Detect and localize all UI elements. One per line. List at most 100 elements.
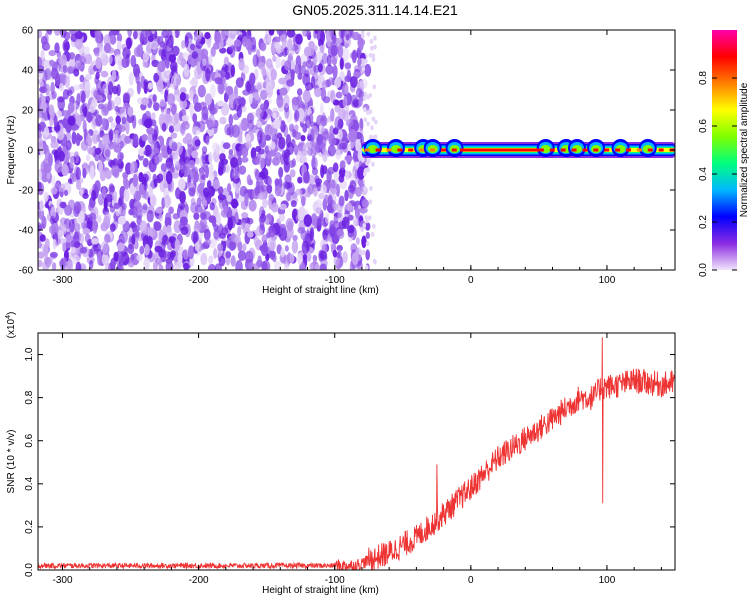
x-tick-label: -100 <box>325 575 345 586</box>
noise-cell <box>114 96 122 106</box>
noise-cell <box>157 173 164 182</box>
noise-cell <box>172 213 180 220</box>
noise-cell <box>93 47 100 57</box>
noise-cell <box>115 137 121 144</box>
noise-cell <box>200 212 207 220</box>
noise-cell <box>260 158 266 167</box>
colorbar-tick-label: 0.8 <box>698 71 709 85</box>
noise-cell <box>135 73 140 85</box>
noise-cell <box>164 251 171 259</box>
noise-cell <box>205 67 211 82</box>
noise-cell <box>49 59 55 66</box>
noise-cell <box>281 150 286 159</box>
noise-cell <box>230 30 238 35</box>
noise-cell <box>235 260 243 270</box>
noise-cell <box>283 94 290 109</box>
noise-cell <box>142 51 150 63</box>
noise-cell <box>341 216 350 229</box>
noise-cell <box>132 173 138 188</box>
noise-cell <box>200 48 209 59</box>
noise-cell <box>188 160 195 169</box>
noise-cell <box>309 262 314 270</box>
noise-cell <box>238 58 245 71</box>
noise-cell <box>346 202 353 212</box>
snr-frame <box>37 332 676 571</box>
noise-cell <box>288 160 295 169</box>
noise-cell <box>148 186 154 199</box>
noise-cell <box>250 147 257 160</box>
noise-cell <box>268 30 275 36</box>
noise-cell <box>113 251 119 262</box>
noise-cell <box>78 210 85 224</box>
y-tick-label: 0.6 <box>24 433 35 447</box>
noise-cell <box>153 102 160 112</box>
noise-cell <box>187 142 193 156</box>
noise-cell <box>119 140 124 149</box>
noise-cell <box>38 180 42 192</box>
x-tick-label: -300 <box>52 575 72 586</box>
noise-cell <box>207 263 216 270</box>
noise-cell <box>309 227 315 241</box>
noise-cell <box>91 134 99 145</box>
noise-cell <box>85 73 92 81</box>
noise-cell <box>193 221 201 233</box>
noise-cell <box>107 159 114 167</box>
noise-cell <box>237 226 242 237</box>
noise-cell <box>370 125 374 131</box>
noise-cell <box>162 225 168 236</box>
noise-cell <box>260 89 268 101</box>
noise-cell <box>369 38 374 44</box>
noise-cell <box>158 264 164 270</box>
noise-cell <box>62 64 68 74</box>
noise-cell <box>42 244 49 257</box>
noise-cell <box>361 66 366 72</box>
noise-cell <box>202 199 208 207</box>
noise-cell <box>188 182 194 189</box>
noise-cell <box>97 252 102 266</box>
noise-cell <box>116 33 123 43</box>
noise-cell <box>50 81 55 95</box>
noise-cell <box>314 199 323 210</box>
noise-cell <box>338 195 345 207</box>
noise-cell <box>363 186 367 192</box>
noise-cell <box>203 228 211 241</box>
noise-cell <box>50 140 59 149</box>
noise-cell <box>256 82 262 91</box>
noise-cell <box>290 69 295 82</box>
noise-cell <box>370 231 375 237</box>
noise-cell <box>103 197 108 212</box>
noise-cell <box>56 110 62 119</box>
noise-cell <box>301 30 307 37</box>
noise-cell <box>289 253 295 264</box>
noise-cell <box>155 206 163 214</box>
heatmap-cells <box>38 30 675 270</box>
noise-cell <box>335 91 343 99</box>
noise-cell <box>146 210 154 223</box>
noise-cell <box>80 90 86 104</box>
noise-cell <box>284 245 289 252</box>
noise-cell <box>235 77 244 88</box>
noise-cell <box>43 126 50 138</box>
noise-cell <box>247 30 252 37</box>
noise-cell <box>225 85 234 96</box>
noise-cell <box>193 33 202 43</box>
noise-cell <box>38 30 43 39</box>
noise-cell <box>237 250 247 262</box>
noise-cell <box>104 262 111 270</box>
noise-cell <box>347 143 352 151</box>
noise-cell <box>301 196 306 207</box>
noise-cell <box>234 180 241 194</box>
x-tick-label: 0 <box>468 275 474 286</box>
noise-cell <box>249 72 256 86</box>
noise-cell <box>152 94 157 103</box>
noise-cell <box>367 215 372 221</box>
noise-cell <box>284 60 291 71</box>
noise-cell <box>220 102 230 116</box>
noise-cell <box>270 241 275 251</box>
colorbar-label: Normalized spectral amplitude <box>739 82 750 217</box>
noise-cell <box>363 91 368 97</box>
noise-cell <box>182 248 189 260</box>
noise-cell <box>174 30 180 39</box>
noise-cell <box>133 30 138 40</box>
